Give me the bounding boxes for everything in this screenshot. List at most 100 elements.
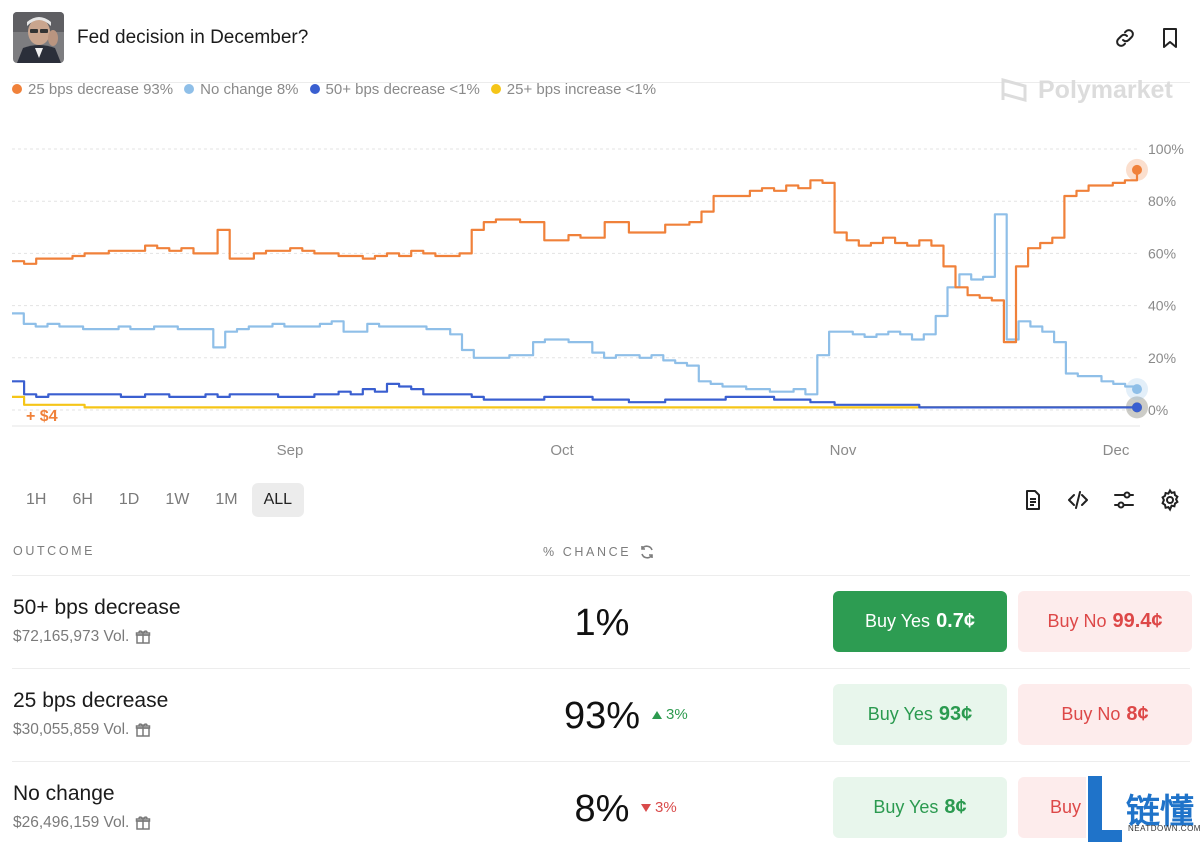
- gift-icon[interactable]: [135, 722, 151, 738]
- outcome-row-no-change[interactable]: No change $26,496,159 Vol. 8% 3% Buy Yes…: [0, 762, 1200, 846]
- delta-value: 3%: [655, 799, 677, 816]
- time-range-selector: 1H 6H 1D 1W 1M ALL: [14, 483, 306, 517]
- delta-value: 3%: [666, 706, 688, 723]
- buy-no-button[interactable]: Buy No 8¢: [1018, 684, 1192, 745]
- refresh-icon[interactable]: [639, 544, 655, 560]
- sliders-icon[interactable]: [1112, 488, 1136, 512]
- neatdown-brand-overlay: 链懂 NEATDOWN.COM: [1086, 772, 1200, 846]
- outcome-name: No change: [13, 782, 115, 805]
- brand-subtitle: NEATDOWN.COM: [1128, 824, 1200, 833]
- outcome-chance: 1%: [574, 602, 630, 644]
- range-6h-button[interactable]: 6H: [72, 491, 93, 508]
- x-tick-label: Nov: [830, 442, 857, 459]
- brand-name: 链懂: [1126, 792, 1194, 832]
- triangle-down-icon: [641, 803, 651, 812]
- buy-yes-button[interactable]: Buy Yes 8¢: [833, 777, 1007, 838]
- series-endpoint: [1132, 164, 1142, 175]
- neatdown-logo-icon: [1088, 776, 1122, 842]
- x-tick-label: Dec: [1103, 442, 1130, 459]
- legend-label: 25 bps decrease 93%: [28, 80, 174, 98]
- buy-no-price: 8¢: [1126, 703, 1149, 725]
- price-history-chart[interactable]: 100% 80% 60% 40% 20% 0% Sep Oct Nov Dec + $4: [0, 130, 1200, 465]
- legend-item-no-change: No change 8%: [184, 80, 299, 98]
- outcome-chance: 93%: [563, 695, 641, 737]
- outcome-chance: 8%: [574, 788, 630, 830]
- legend-label: No change 8%: [200, 80, 299, 98]
- y-tick-label: 80%: [1148, 193, 1176, 209]
- bookmark-icon[interactable]: [1158, 26, 1182, 50]
- chance-delta-up: 3%: [651, 706, 688, 723]
- outcome-row-50bps-decrease[interactable]: 50+ bps decrease $72,165,973 Vol. 1% Buy…: [0, 576, 1200, 668]
- row-divider: [12, 575, 1190, 576]
- row-divider: [12, 761, 1190, 762]
- chart-annotation: + $4: [26, 408, 58, 425]
- buy-yes-button[interactable]: Buy Yes 0.7¢: [833, 591, 1007, 652]
- series-line-no-change: [12, 213, 1139, 396]
- watermark-text: Polymarket: [1038, 75, 1173, 104]
- series-line-25-bps-decrease: [12, 169, 1139, 344]
- buy-no-price: 99.4¢: [1112, 610, 1163, 632]
- chance-delta-down: 3%: [640, 799, 677, 816]
- buy-yes-label: Buy Yes: [867, 704, 933, 724]
- legend-dot: [12, 84, 22, 94]
- link-icon[interactable]: [1113, 26, 1137, 50]
- volume-text: $72,165,973 Vol.: [13, 628, 130, 645]
- range-1m-button[interactable]: 1M: [215, 491, 238, 508]
- market-avatar: [13, 12, 64, 63]
- volume-text: $26,496,159 Vol.: [13, 814, 130, 831]
- document-icon[interactable]: [1021, 488, 1045, 512]
- x-tick-label: Sep: [277, 442, 304, 459]
- outcome-volume: $72,165,973 Vol.: [13, 628, 151, 646]
- legend-dot: [309, 84, 320, 94]
- y-tick-label: 40%: [1148, 298, 1176, 314]
- y-tick-label: 0%: [1148, 402, 1168, 418]
- outcome-name: 25 bps decrease: [13, 689, 169, 712]
- legend-dot: [490, 84, 501, 94]
- outcome-row-25bps-decrease[interactable]: 25 bps decrease $30,055,859 Vol. 93% 3% …: [0, 669, 1200, 761]
- gift-icon[interactable]: [135, 815, 151, 831]
- buy-no-button[interactable]: Buy No 99.4¢: [1018, 591, 1192, 652]
- chance-column-header: % CHANCE: [543, 544, 655, 560]
- series-line-50-bps-decrease: [12, 380, 1137, 409]
- x-tick-label: Oct: [550, 442, 574, 459]
- buy-yes-price: 93¢: [938, 703, 973, 725]
- outcome-volume: $30,055,859 Vol.: [13, 721, 151, 739]
- row-divider: [12, 668, 1190, 669]
- legend-item-25bps-decrease: 25 bps decrease 93%: [12, 81, 173, 98]
- outcome-name: 50+ bps decrease: [13, 596, 181, 619]
- buy-yes-price: 8¢: [944, 796, 967, 818]
- legend-item-50bps-decrease: 50+ bps decrease <1%: [309, 80, 480, 98]
- series-line-25-bps-increase: [12, 395, 1137, 409]
- y-tick-label: 100%: [1148, 141, 1184, 157]
- buy-no-label: Buy No: [1061, 704, 1121, 724]
- market-title: Fed decision in December?: [77, 27, 309, 48]
- buy-no-label: Buy No: [1047, 611, 1107, 631]
- outcome-column-header: OUTCOME: [13, 544, 96, 558]
- buy-no-label: Buy: [1050, 797, 1082, 817]
- outcome-volume: $26,496,159 Vol.: [13, 814, 151, 832]
- legend-label: 50+ bps decrease <1%: [325, 80, 480, 98]
- legend-item-25bps-increase: 25+ bps increase <1%: [490, 80, 657, 98]
- triangle-up-icon: [652, 710, 662, 719]
- embed-code-icon[interactable]: [1066, 488, 1090, 512]
- legend-label: 25+ bps increase <1%: [506, 80, 657, 98]
- market-header: Fed decision in December?: [0, 0, 1200, 82]
- buy-yes-button[interactable]: Buy Yes 93¢: [833, 684, 1007, 745]
- range-1h-button[interactable]: 1H: [26, 491, 47, 508]
- chance-column-label: % CHANCE: [543, 545, 632, 559]
- buy-yes-label: Buy Yes: [873, 797, 939, 817]
- chart-legend: 25 bps decrease 93% No change 8% 50+ bps…: [12, 79, 667, 99]
- range-all-button[interactable]: ALL: [251, 483, 305, 517]
- polymarket-logo-icon: [1001, 78, 1027, 102]
- y-tick-label: 20%: [1148, 350, 1176, 366]
- settings-gear-icon[interactable]: [1158, 488, 1182, 512]
- range-1d-button[interactable]: 1D: [118, 491, 140, 508]
- buy-yes-label: Buy Yes: [865, 611, 931, 631]
- gift-icon[interactable]: [135, 629, 151, 645]
- volume-text: $30,055,859 Vol.: [13, 721, 130, 738]
- header-divider: [12, 82, 1190, 83]
- series-endpoint: [1132, 384, 1142, 395]
- range-1w-button[interactable]: 1W: [165, 491, 190, 508]
- legend-dot: [184, 84, 195, 94]
- buy-yes-price: 0.7¢: [936, 610, 975, 632]
